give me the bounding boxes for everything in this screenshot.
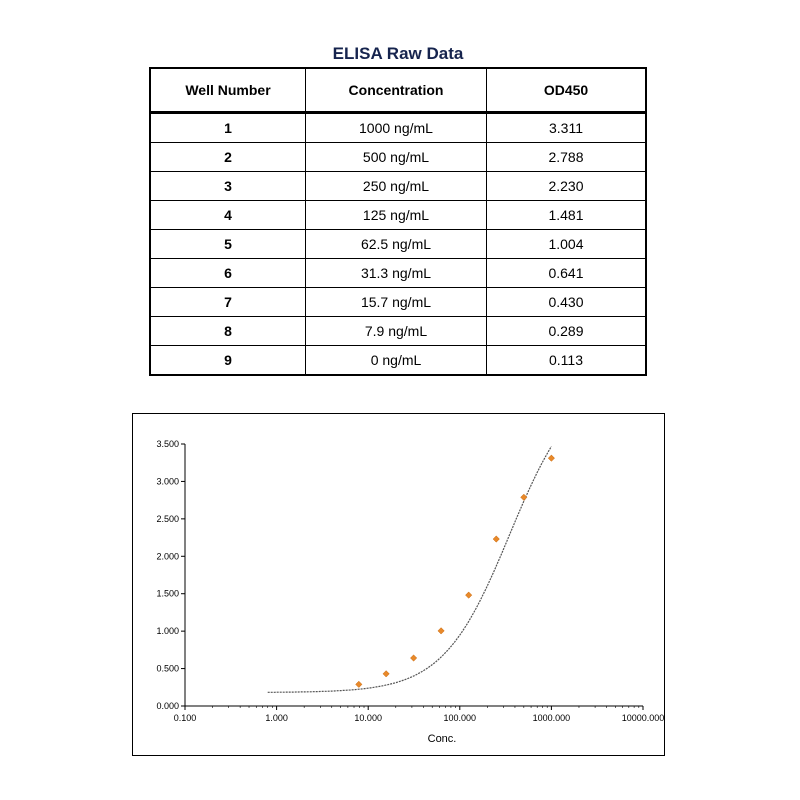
x-tick-label: 0.100 xyxy=(174,713,197,723)
od450-cell: 1.004 xyxy=(486,229,647,259)
concentration-cell: 0 ng/mL xyxy=(305,345,487,376)
table-row: 2 500 ng/mL 2.788 xyxy=(149,142,647,172)
x-tick-label: 1.000 xyxy=(265,713,288,723)
standard-curve-chart: 0.000 0.500 1.000 1.500 2.000 2.500 3.000 3.500… xyxy=(156,439,664,745)
od450-cell: 0.113 xyxy=(486,345,647,376)
data-point xyxy=(492,535,500,543)
well-number-cell: 5 xyxy=(149,229,306,259)
data-point xyxy=(410,654,418,662)
well-number-cell: 7 xyxy=(149,287,306,317)
table-row: 6 31.3 ng/mL 0.641 xyxy=(149,258,647,288)
y-tick-label: 2.000 xyxy=(156,551,179,561)
od450-cell: 0.289 xyxy=(486,316,647,346)
well-number-cell: 4 xyxy=(149,200,306,230)
table-header-row: Well Number Concentration OD450 xyxy=(149,67,647,114)
table-row: 3 250 ng/mL 2.230 xyxy=(149,171,647,201)
fit-curve-line xyxy=(267,446,552,693)
od450-cell: 2.230 xyxy=(486,171,647,201)
well-number-cell: 2 xyxy=(149,142,306,172)
elisa-data-table: Well Number Concentration OD450 1 1000 n… xyxy=(149,67,647,376)
data-point xyxy=(382,670,390,678)
od450-cell: 3.311 xyxy=(486,112,647,143)
table-row: 1 1000 ng/mL 3.311 xyxy=(149,112,647,143)
x-tick-label: 100.000 xyxy=(444,713,477,723)
data-point xyxy=(355,680,363,688)
concentration-cell: 500 ng/mL xyxy=(305,142,487,172)
x-tick-label: 1000.000 xyxy=(533,713,571,723)
table-row: 4 125 ng/mL 1.481 xyxy=(149,200,647,230)
y-tick-label: 2.500 xyxy=(156,514,179,524)
table-row: 5 62.5 ng/mL 1.004 xyxy=(149,229,647,259)
well-number-cell: 3 xyxy=(149,171,306,201)
concentration-cell: 31.3 ng/mL xyxy=(305,258,487,288)
data-point xyxy=(465,591,473,599)
y-tick-label: 3.000 xyxy=(156,476,179,486)
y-tick-label: 1.500 xyxy=(156,589,179,599)
well-number-cell: 8 xyxy=(149,316,306,346)
x-tick-label: 10.000 xyxy=(354,713,382,723)
x-axis-title: Conc. xyxy=(428,733,457,745)
header-concentration: Concentration xyxy=(305,67,487,114)
od450-cell: 0.430 xyxy=(486,287,647,317)
header-od450: OD450 xyxy=(486,67,647,114)
concentration-cell: 7.9 ng/mL xyxy=(305,316,487,346)
well-number-cell: 1 xyxy=(149,112,306,143)
y-tick-label: 0.500 xyxy=(156,664,179,674)
concentration-cell: 62.5 ng/mL xyxy=(305,229,487,259)
od450-cell: 2.788 xyxy=(486,142,647,172)
y-tick-label: 0.000 xyxy=(156,701,179,711)
data-point xyxy=(547,454,555,462)
data-point xyxy=(520,493,528,501)
table-row: 7 15.7 ng/mL 0.430 xyxy=(149,287,647,317)
well-number-cell: 6 xyxy=(149,258,306,288)
od450-cell: 0.641 xyxy=(486,258,647,288)
table-row: 9 0 ng/mL 0.113 xyxy=(149,345,647,376)
concentration-cell: 250 ng/mL xyxy=(305,171,487,201)
y-tick-label: 1.000 xyxy=(156,626,179,636)
od450-cell: 1.481 xyxy=(486,200,647,230)
header-well-number: Well Number xyxy=(149,67,306,114)
well-number-cell: 9 xyxy=(149,345,306,376)
concentration-cell: 15.7 ng/mL xyxy=(305,287,487,317)
y-tick-label: 3.500 xyxy=(156,439,179,449)
table-title: ELISA Raw Data xyxy=(332,44,464,63)
table-row: 8 7.9 ng/mL 0.289 xyxy=(149,316,647,346)
concentration-cell: 125 ng/mL xyxy=(305,200,487,230)
chart-frame: 0.000 0.500 1.000 1.500 2.000 2.500 3.000 3.500… xyxy=(132,413,665,756)
concentration-cell: 1000 ng/mL xyxy=(305,112,487,143)
data-point xyxy=(437,627,445,635)
x-tick-label: 10000.000 xyxy=(622,713,664,723)
